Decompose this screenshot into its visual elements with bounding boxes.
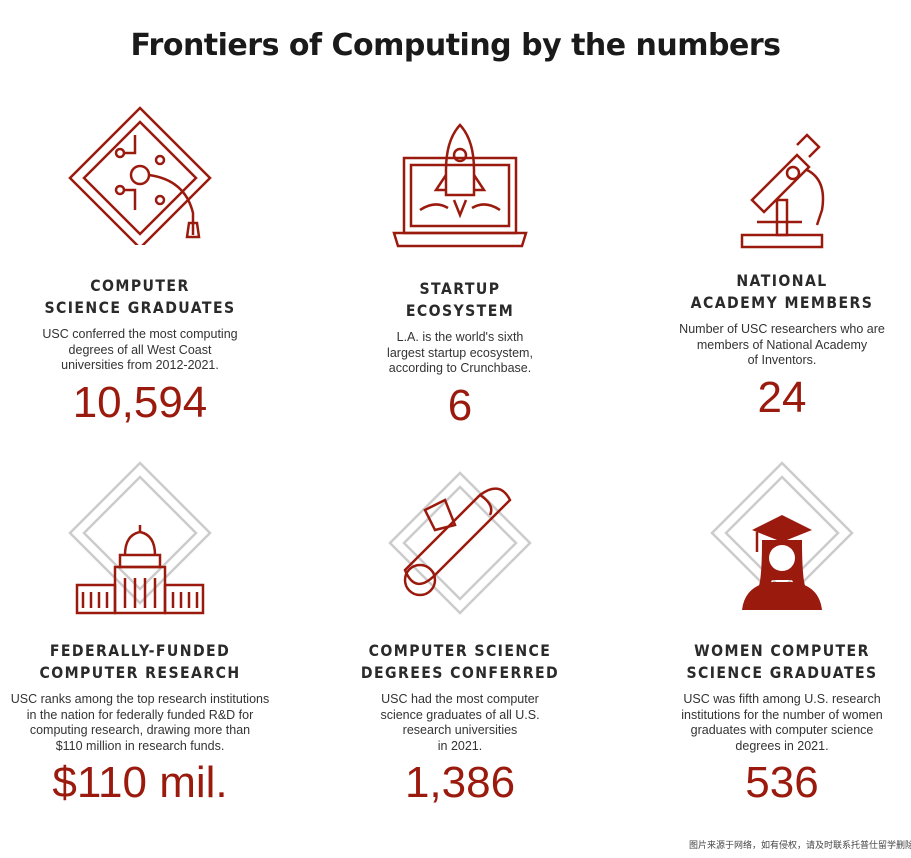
circuit-graduation-cap-icon — [68, 106, 212, 245]
stat-national-academy-members: NATIONAL ACADEMY MEMBERS Number of USC r… — [632, 130, 911, 423]
stat-heading: FEDERALLY-FUNDED COMPUTER RESEARCH — [39, 641, 241, 682]
stat-heading: STARTUP ECOSYSTEM — [405, 279, 515, 320]
stat-value: 24 — [757, 372, 807, 422]
stat-women-cs-graduates: WOMEN COMPUTER SCIENCE GRADUATES USC was… — [632, 460, 911, 808]
stat-description: L.A. is the world's sixth largest startu… — [387, 330, 533, 376]
microscope-icon — [740, 133, 825, 249]
watermark: 图片来源于网络，如有侵权，请及时联系托普仕留学删除 — [689, 840, 911, 850]
stat-heading: NATIONAL ACADEMY MEMBERS — [690, 271, 874, 312]
stat-value: 536 — [745, 758, 819, 808]
stat-startup-ecosystem: STARTUP ECOSYSTEM L.A. is the world's si… — [310, 120, 610, 431]
stat-heading: WOMEN COMPUTER SCIENCE GRADUATES — [686, 641, 878, 682]
stat-heading: COMPUTER SCIENCE DEGREES CONFERRED — [360, 641, 560, 682]
stat-value: 1,386 — [404, 758, 516, 808]
stat-computer-science-graduates: COMPUTER SCIENCE GRADUATES USC conferred… — [0, 105, 290, 428]
stat-heading: COMPUTER SCIENCE GRADUATES — [44, 276, 236, 317]
stat-value: 10,594 — [72, 377, 208, 427]
stat-cs-degrees-conferred: COMPUTER SCIENCE DEGREES CONFERRED USC h… — [310, 470, 610, 808]
stat-value: 6 — [447, 380, 473, 430]
stat-value: $110 mil. — [52, 758, 228, 808]
stat-description: USC conferred the most computing degrees… — [42, 327, 238, 373]
capitol-building-icon — [68, 461, 212, 615]
stat-description: USC was fifth among U.S. research instit… — [681, 692, 883, 753]
stat-description: USC had the most computer science gradua… — [380, 692, 540, 753]
rocket-laptop-icon — [392, 123, 528, 248]
stat-description: Number of USC researchers who are member… — [679, 322, 885, 368]
diploma-scroll-icon — [388, 471, 532, 615]
woman-graduate-icon — [710, 461, 854, 610]
stat-description: USC ranks among the top research institu… — [10, 692, 270, 753]
stat-federally-funded-research: FEDERALLY-FUNDED COMPUTER RESEARCH USC r… — [0, 460, 290, 808]
page-title: Frontiers of Computing by the numbers — [130, 28, 781, 63]
